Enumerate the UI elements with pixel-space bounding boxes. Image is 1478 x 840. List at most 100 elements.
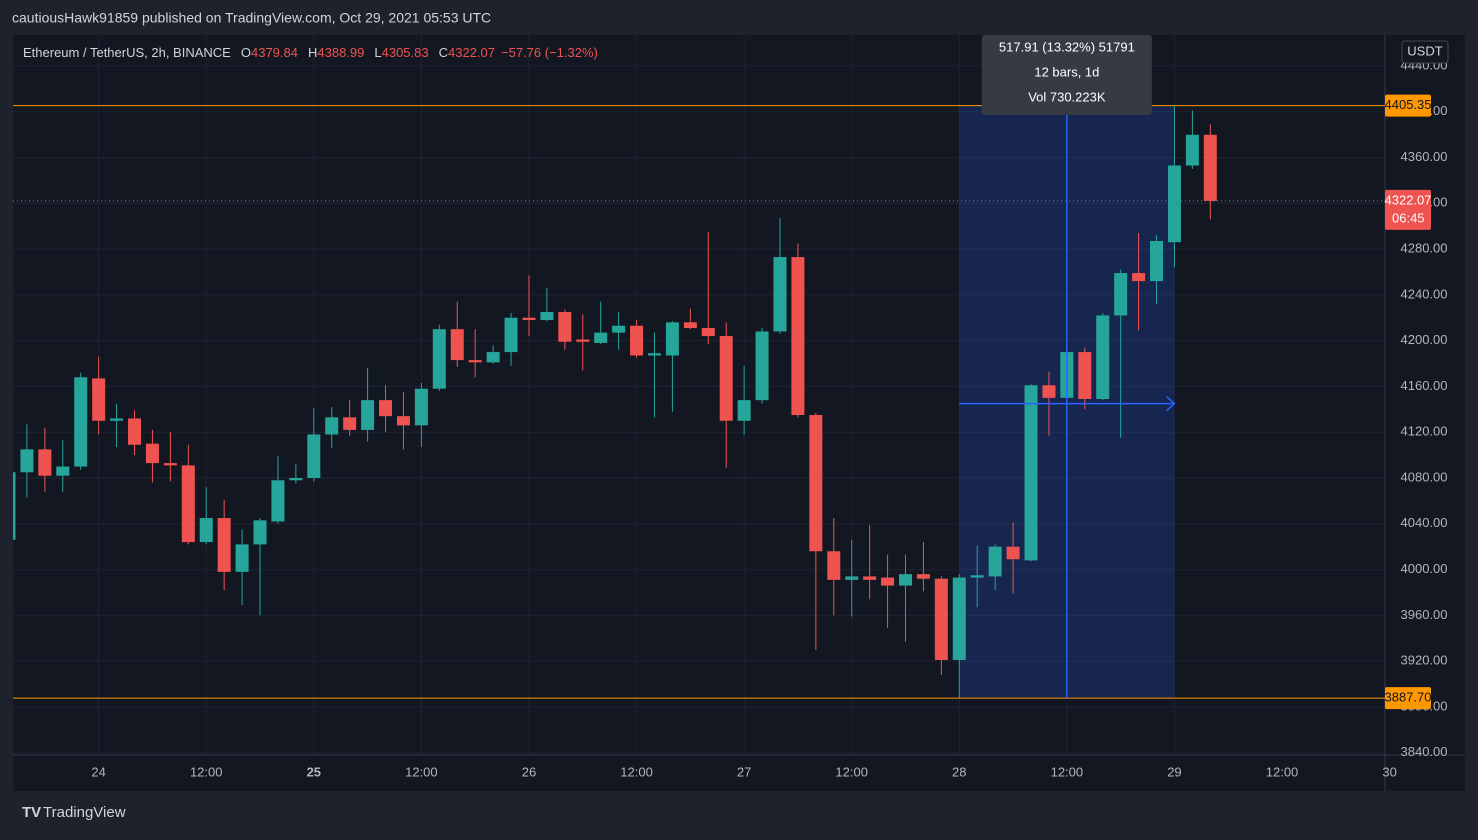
candle-body (1042, 385, 1056, 398)
candle-body (1185, 134, 1199, 166)
level-label-box (1385, 94, 1431, 117)
candle-body (540, 312, 554, 321)
candle-body (379, 400, 393, 417)
candle-body (217, 518, 231, 572)
candle-body (899, 574, 912, 586)
x-tick-label: 27 (737, 764, 751, 779)
candle-body (128, 418, 142, 445)
currency: USDT (1407, 43, 1442, 58)
candle-body (1114, 273, 1128, 316)
candle-body (791, 257, 805, 416)
candle-body (56, 466, 70, 476)
candle-body (163, 463, 177, 466)
level-label-box (1385, 687, 1431, 710)
candle-body (916, 574, 930, 579)
candle-body (612, 325, 626, 333)
candle-body (271, 480, 285, 522)
legend: Ethereum / TetherUS, 2h, BINANCE O4379.84… (23, 45, 598, 60)
legend-value: 4379.84 (251, 45, 298, 60)
y-tick-label: 4040.00 (1401, 515, 1448, 530)
candle-body (558, 312, 572, 342)
candle-body (594, 332, 608, 343)
candle-body (755, 331, 769, 401)
y-tick-label: 3840.00 (1401, 744, 1448, 759)
legend-value: 4322.07 (448, 45, 495, 60)
y-tick-label: 3920.00 (1401, 653, 1448, 668)
countdown: 06:45 (1392, 210, 1425, 225)
legend-key: C (439, 45, 448, 60)
y-tick-label: 4080.00 (1401, 469, 1448, 484)
candle-body (289, 477, 303, 481)
x-tick-label: 28 (952, 764, 966, 779)
measure-text: 517.91 (13.32%) 51791 (999, 39, 1135, 54)
candle-body (145, 443, 159, 464)
candle-body (773, 257, 787, 332)
candle-body (361, 400, 375, 430)
y-tick-label: 4160.00 (1401, 378, 1448, 393)
candle-body (325, 417, 339, 435)
candle-body (970, 575, 984, 578)
candle-body (1167, 165, 1181, 243)
candle-body (414, 388, 428, 426)
plot (13, 35, 1385, 755)
candle-body (181, 465, 195, 543)
measure-text: 12 bars, 1d (1034, 64, 1099, 79)
candle-body (504, 317, 518, 353)
candle-body (647, 353, 661, 356)
x-tick-label: 25 (307, 764, 321, 779)
overlay: 517.91 (13.32%) 51791 12 bars, 1d Vol 730.… (981, 35, 1152, 115)
x-tick-label: 12:00 (835, 764, 868, 779)
level-label: 3887.70 (1385, 690, 1432, 705)
candle-body (809, 415, 823, 552)
candle-body (1150, 241, 1164, 282)
x-tick-label: 12:00 (1051, 764, 1084, 779)
candle-body (737, 400, 751, 421)
candle-body (343, 417, 357, 430)
candle-body (719, 336, 733, 421)
candle-body (1024, 385, 1038, 561)
legend-value: 4305.83 (382, 45, 429, 60)
candle-body (1132, 273, 1146, 282)
candle-body (863, 576, 877, 580)
candle-body (432, 329, 446, 389)
y-tick-label: 4200.00 (1401, 332, 1448, 347)
candle-body (988, 546, 1002, 577)
y-tick-label: 4120.00 (1401, 424, 1448, 439)
x-tick-label: 12:00 (405, 764, 438, 779)
legend-key: O (241, 45, 251, 60)
candle-body (683, 322, 697, 329)
candle-body (1203, 134, 1217, 201)
candle-body (92, 378, 106, 421)
y-tick-label: 3960.00 (1401, 607, 1448, 622)
candle-body (522, 317, 536, 321)
currency-box (1401, 40, 1449, 64)
candle-body (450, 329, 464, 361)
measure-arrow-right (1165, 396, 1176, 412)
y-tick-label: 4000.00 (1401, 561, 1448, 576)
candle-body (38, 449, 52, 476)
candle-body (952, 577, 966, 660)
x-tick-label: 12:00 (190, 764, 223, 779)
last-price-label: 4322.07 (1385, 192, 1432, 207)
candle-body (630, 325, 644, 356)
candle-body (486, 352, 500, 363)
x-tick-label: 30 (1382, 764, 1396, 779)
candle-body (396, 416, 410, 426)
footer: TradingView (43, 804, 126, 821)
x-tick-label: 29 (1167, 764, 1181, 779)
legend-value: 4388.99 (317, 45, 364, 60)
candle-body (199, 518, 213, 543)
candle-body (468, 360, 482, 363)
level-label: 4405.35 (1385, 97, 1432, 112)
x-tick-label: 12:00 (1266, 764, 1299, 779)
candle-body (881, 577, 895, 586)
candle-body (307, 434, 321, 478)
candle-body (701, 328, 715, 337)
legend-symbol: Ethereum / TetherUS, 2h, BINANCE (23, 45, 231, 60)
candle-body (934, 578, 948, 660)
candle-body (1078, 352, 1092, 400)
measure-text: Vol 730.223K (1028, 89, 1106, 104)
candle-body (1096, 315, 1110, 400)
